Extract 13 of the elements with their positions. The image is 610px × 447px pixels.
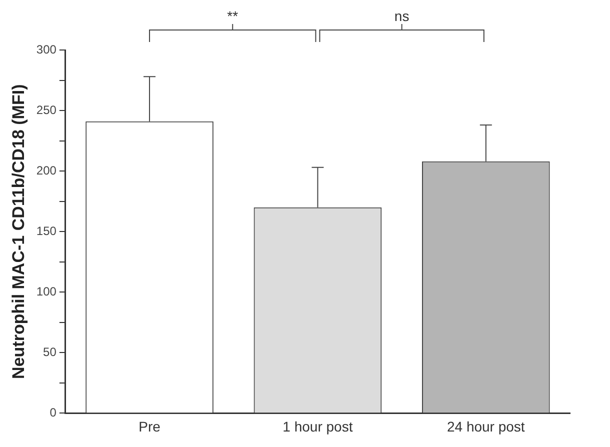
y-tick-label: 250 bbox=[36, 102, 57, 117]
y-tick-label: 100 bbox=[36, 284, 57, 298]
x-tick-label: 1 hour post bbox=[282, 418, 353, 434]
y-tick-label: 150 bbox=[36, 224, 57, 238]
y-axis-title: Neutrophil MAC-1 CD11b/CD18 (MFI) bbox=[8, 84, 28, 379]
x-tick-label: Pre bbox=[138, 418, 161, 434]
text: ** bbox=[227, 8, 239, 24]
y-tick-label: 0 bbox=[50, 406, 57, 420]
text: ns bbox=[394, 8, 410, 24]
y-tick-label: 300 bbox=[36, 42, 57, 56]
y-tick-label: 50 bbox=[43, 344, 57, 359]
y-tick-label: 200 bbox=[36, 163, 57, 178]
x-tick-label: 24 hour post bbox=[446, 418, 525, 434]
